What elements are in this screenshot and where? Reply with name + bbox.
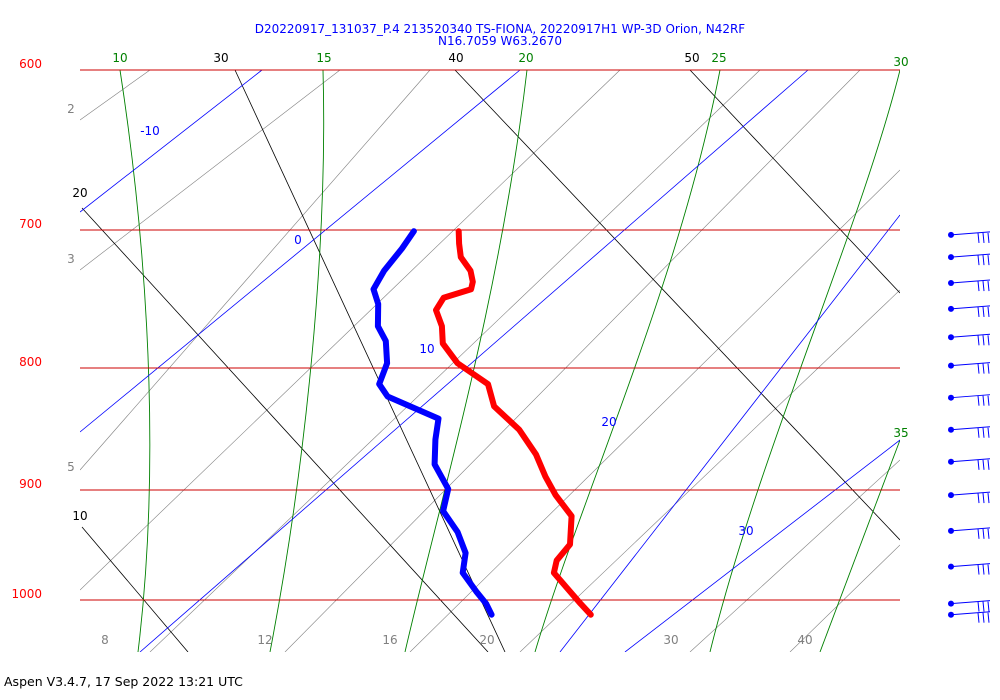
- moist-adiabat-label: 15: [316, 51, 331, 65]
- isotherm-label: 10: [419, 342, 434, 356]
- dry-adiabat-label: 10: [72, 509, 87, 523]
- wind-barb: [948, 611, 991, 623]
- isobars: [80, 69, 900, 601]
- mixing-ratio-line: [80, 69, 151, 121]
- mixing-ratio-label: 2: [67, 102, 75, 116]
- dry-adiabat-label: 30: [213, 51, 228, 65]
- moist-adiabat-line: [709, 69, 900, 652]
- isotherm-label: 30: [738, 524, 753, 538]
- mixing-ratio-line: [409, 169, 900, 652]
- dry-adiabat-line: [234, 69, 506, 652]
- moist-adiabats: [119, 69, 900, 652]
- wind-barb: [948, 253, 991, 266]
- isotherm-line: [624, 439, 900, 652]
- pressure-tick-label: 1000: [11, 587, 42, 601]
- moist-adiabat-label: 35: [893, 426, 908, 440]
- wind-barb: [948, 491, 991, 504]
- dry-adiabat-label: 50: [684, 51, 699, 65]
- dewpoint-profile: [370, 228, 495, 618]
- dry-adiabat-line: [81, 526, 189, 652]
- footer-version: Aspen V3.4.7, 17 Sep 2022 13:21 UTC: [4, 674, 243, 689]
- isotherm-line: [80, 69, 263, 213]
- sounding-profiles: [370, 228, 594, 618]
- moist-adiabat-label: 20: [518, 51, 533, 65]
- mixing-ratio-label: 8: [101, 633, 109, 647]
- mixing-ratio-line: [80, 69, 341, 271]
- mixing-ratio-label: 5: [67, 460, 75, 474]
- moist-adiabat-line: [534, 69, 721, 652]
- mixing-ratio-label: 30: [663, 633, 678, 647]
- isotherm-label: -10: [140, 124, 160, 138]
- temperature-profile: [433, 228, 594, 618]
- mixing-ratio-label: 40: [797, 633, 812, 647]
- moist-adiabat-line: [269, 69, 325, 652]
- dry-adiabat-label: 40: [448, 51, 463, 65]
- pressure-tick-label: 700: [19, 217, 42, 231]
- wind-barb: [948, 458, 991, 470]
- wind-barb: [948, 333, 991, 346]
- moist-adiabat-line: [404, 69, 528, 652]
- wind-barb: [948, 305, 991, 317]
- moist-adiabat-label: 25: [711, 51, 726, 65]
- pressure-tick-label: 600: [19, 57, 42, 71]
- isotherm-label: 20: [601, 415, 616, 429]
- mixing-ratio-lines: [80, 69, 900, 652]
- mixing-ratio-line: [689, 459, 900, 652]
- dry-adiabat-line: [689, 69, 900, 294]
- wind-barb: [948, 231, 991, 243]
- moist-adiabat-line: [819, 439, 900, 652]
- wind-barb: [948, 426, 991, 438]
- wind-barbs: [948, 231, 991, 623]
- mixing-ratio-label: 16: [382, 633, 397, 647]
- pressure-tick-label: 800: [19, 355, 42, 369]
- mixing-ratio-label: 20: [479, 633, 494, 647]
- mixing-ratio-line: [519, 289, 900, 652]
- chart-subtitle: N16.7059 W63.2670: [438, 34, 562, 48]
- wind-barb: [948, 394, 991, 406]
- pressure-tick-label: 900: [19, 477, 42, 491]
- wind-barb: [948, 563, 991, 575]
- isotherm-label: 0: [294, 233, 302, 247]
- wind-barb: [948, 362, 991, 374]
- mixing-ratio-label: 12: [257, 633, 272, 647]
- wind-barb: [948, 527, 991, 539]
- wind-barb: [948, 279, 991, 292]
- moist-adiabat-line: [119, 69, 151, 652]
- wind-barb: [948, 600, 991, 612]
- dry-adiabat-line: [454, 69, 900, 541]
- chart-title: D20220917_131037_P.4 213520340 TS-FIONA,…: [255, 22, 746, 36]
- dry-adiabat-label: 20: [72, 186, 87, 200]
- isotherm-line: [559, 214, 900, 652]
- mixing-ratio-label: 3: [67, 252, 75, 266]
- isotherms: [80, 69, 900, 652]
- dry-adiabats: [81, 69, 900, 652]
- mixing-ratio-line: [80, 69, 431, 471]
- mixing-ratio-line: [80, 69, 621, 591]
- moist-adiabat-label: 30: [893, 55, 908, 69]
- mixing-ratio-line: [789, 544, 900, 652]
- moist-adiabat-label: 10: [112, 51, 127, 65]
- isotherm-line: [139, 69, 809, 652]
- dry-adiabat-line: [81, 207, 489, 652]
- isotherm-line: [80, 69, 521, 433]
- mixing-ratio-line: [284, 69, 861, 652]
